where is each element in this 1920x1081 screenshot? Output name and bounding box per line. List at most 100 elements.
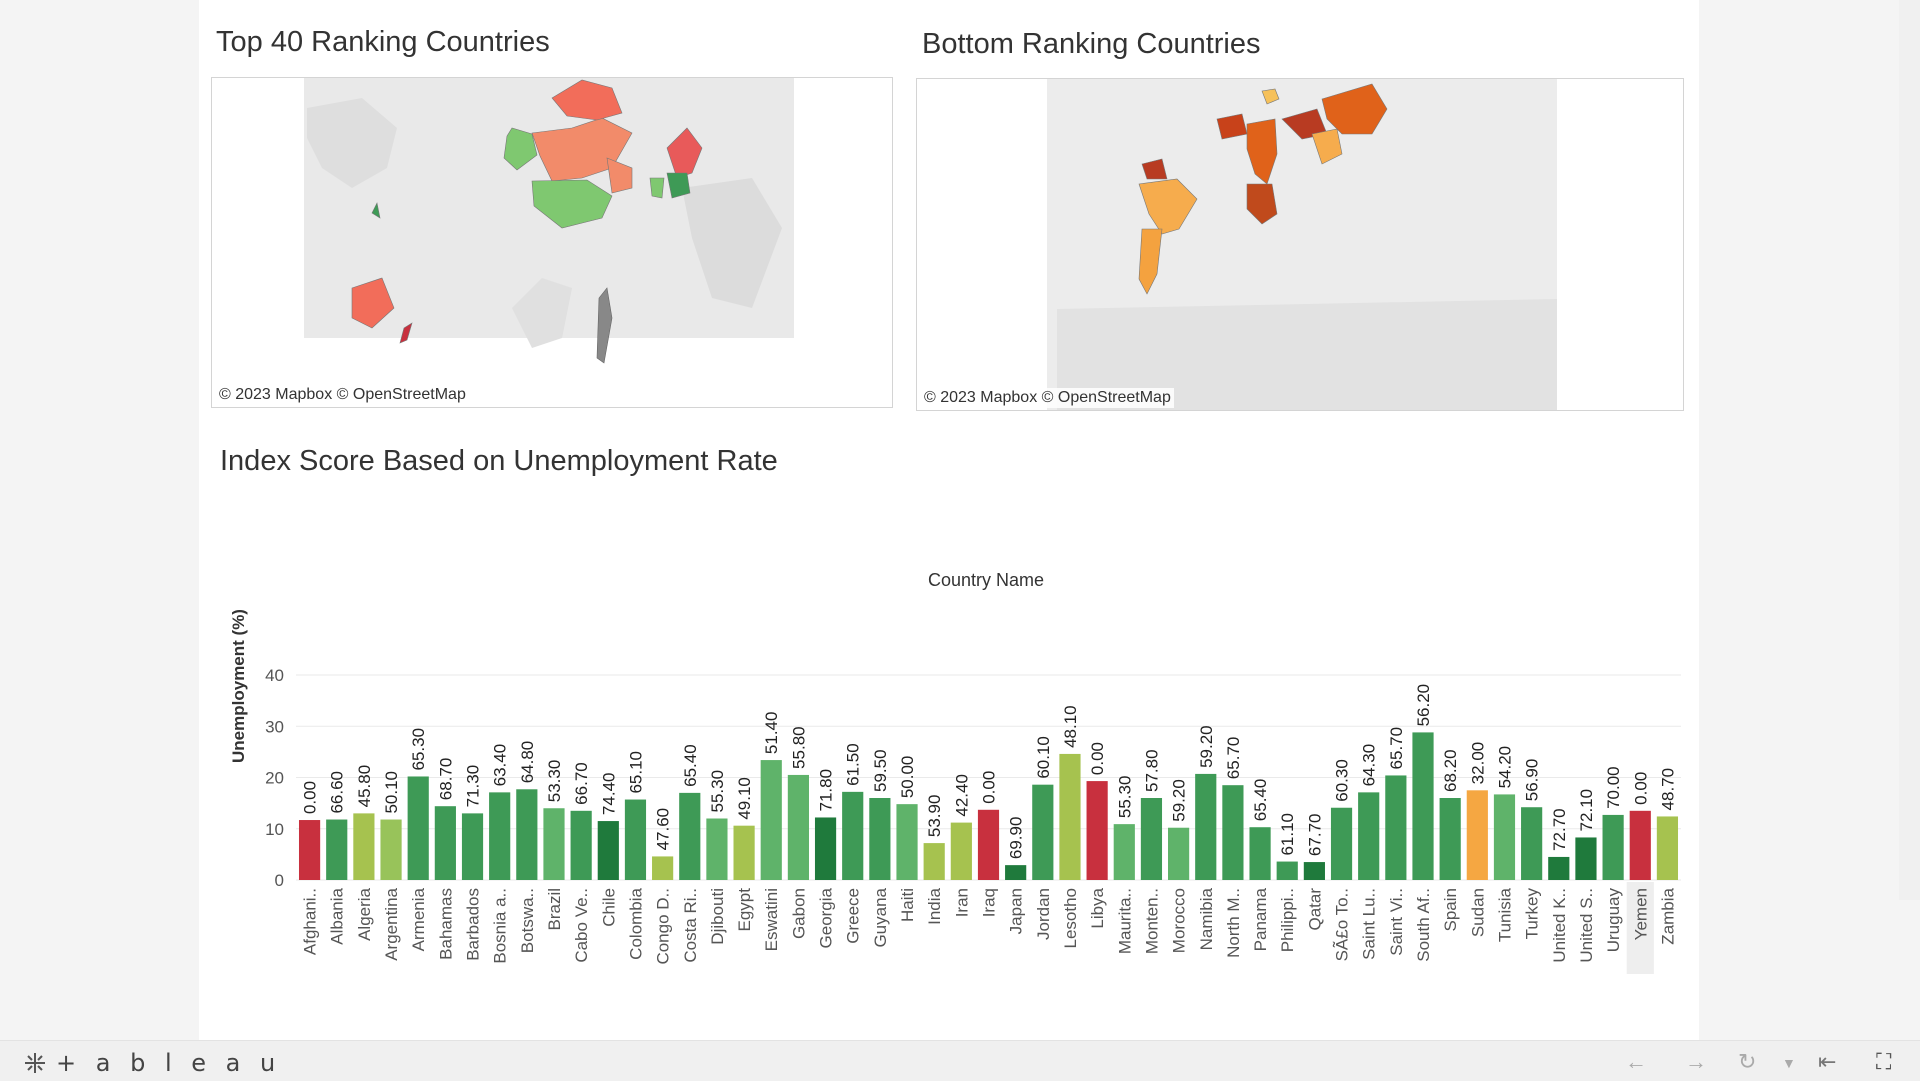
- value-label: 45.80: [355, 765, 374, 808]
- bar[interactable]: [353, 813, 375, 880]
- value-label: 56.20: [1414, 684, 1433, 727]
- x-tick-label: Barbados: [464, 888, 483, 961]
- bar[interactable]: [543, 808, 565, 880]
- bar[interactable]: [1439, 798, 1461, 880]
- bar[interactable]: [1059, 753, 1081, 880]
- value-label: 65.70: [1387, 727, 1406, 770]
- bar[interactable]: [434, 806, 456, 880]
- region-new-zealand: [399, 322, 413, 344]
- bar[interactable]: [1493, 794, 1516, 880]
- value-label: 50.10: [382, 771, 401, 814]
- bar[interactable]: [706, 818, 728, 881]
- bar[interactable]: [760, 760, 782, 880]
- bar[interactable]: [1276, 861, 1298, 880]
- revert-icon[interactable]: ↻: [1738, 1049, 1757, 1074]
- tableau-logo[interactable]: + a b l e a u: [22, 1049, 281, 1077]
- arrow-right-icon[interactable]: →: [1685, 1049, 1707, 1074]
- value-label: 74.40: [599, 773, 618, 816]
- arrow-left-icon[interactable]: ←: [1625, 1049, 1647, 1074]
- bar[interactable]: [814, 817, 837, 880]
- bar[interactable]: [380, 819, 402, 880]
- x-tick-label: Sudan: [1468, 888, 1487, 937]
- bar[interactable]: [489, 792, 511, 880]
- region-japan: [371, 202, 381, 219]
- bar[interactable]: [1032, 784, 1054, 880]
- tableau-wordmark: + a b l e a u: [56, 1049, 282, 1077]
- x-tick-label: Qatar: [1305, 888, 1324, 931]
- top-ranking-map[interactable]: © 2023 Mapbox © OpenStreetMap: [211, 77, 893, 408]
- bar[interactable]: [1656, 816, 1679, 880]
- bar[interactable]: [516, 789, 538, 880]
- x-tick-label: Japan: [1007, 888, 1026, 934]
- bar[interactable]: [842, 791, 864, 880]
- skip-to-start-icon[interactable]: ⇤: [1818, 1049, 1837, 1074]
- chevron-down-icon[interactable]: ▼: [1782, 1055, 1796, 1071]
- x-tick-label: Djibouti: [708, 888, 727, 945]
- value-label: 49.10: [735, 777, 754, 820]
- value-label: 65.70: [1224, 737, 1243, 780]
- bar[interactable]: [733, 825, 755, 880]
- vertical-scrollbar[interactable]: [1899, 0, 1920, 900]
- bar[interactable]: [1113, 824, 1135, 880]
- bar[interactable]: [977, 809, 1000, 880]
- bar[interactable]: [1303, 862, 1325, 880]
- bar[interactable]: [1005, 865, 1027, 880]
- value-label: 69.90: [1007, 817, 1026, 860]
- x-tick-label: India: [925, 887, 944, 924]
- fullscreen-icon[interactable]: ⛶: [1876, 1049, 1892, 1074]
- bar[interactable]: [869, 798, 891, 880]
- unemployment-bar-chart[interactable]: Country Name Unemployment (%) 010203040 …: [199, 440, 1699, 1000]
- value-label: 60.30: [1333, 759, 1352, 802]
- bar[interactable]: [787, 774, 809, 880]
- bar[interactable]: [1385, 775, 1407, 880]
- value-label: 0.00: [301, 781, 320, 814]
- bar[interactable]: [1412, 732, 1434, 880]
- x-tick-label: Guyana: [871, 887, 890, 947]
- value-label: 71.30: [464, 765, 483, 808]
- bar[interactable]: [679, 792, 701, 880]
- value-label: 55.80: [789, 726, 808, 769]
- bar[interactable]: [1521, 807, 1543, 880]
- bar[interactable]: [1575, 837, 1597, 880]
- bar[interactable]: [1195, 773, 1217, 880]
- x-tick-label: Bahamas: [436, 888, 455, 960]
- bar[interactable]: [1086, 781, 1108, 880]
- x-tick-label: SÃ£o To..: [1333, 888, 1352, 961]
- value-label: 55.30: [1115, 776, 1134, 819]
- bar[interactable]: [652, 856, 674, 880]
- bar[interactable]: [1602, 814, 1624, 880]
- value-label: 71.80: [817, 769, 836, 812]
- bar[interactable]: [407, 776, 429, 880]
- bar[interactable]: [1140, 798, 1163, 880]
- bar[interactable]: [923, 843, 945, 880]
- bar[interactable]: [1629, 810, 1651, 880]
- bar[interactable]: [298, 820, 321, 880]
- bar[interactable]: [461, 813, 484, 880]
- bars: [298, 732, 1679, 881]
- bar[interactable]: [1330, 807, 1353, 880]
- bar[interactable]: [1358, 792, 1380, 880]
- bar[interactable]: [1168, 827, 1190, 880]
- x-tick-label: Saint Vi..: [1387, 888, 1406, 956]
- bar[interactable]: [624, 799, 647, 880]
- x-tick-label: Philippi..: [1278, 888, 1297, 952]
- x-tick-label: Haiti: [898, 888, 917, 922]
- region-china: [1321, 83, 1388, 135]
- region-alaska: [503, 127, 538, 171]
- bar[interactable]: [896, 804, 918, 880]
- bar[interactable]: [570, 810, 592, 880]
- top-map-svg: [304, 78, 794, 364]
- x-tick-label: Yemen: [1631, 888, 1650, 940]
- bar[interactable]: [326, 819, 348, 880]
- bar[interactable]: [1466, 790, 1488, 880]
- bar[interactable]: [1222, 785, 1244, 880]
- bar[interactable]: [1548, 856, 1570, 880]
- value-label: 50.00: [898, 756, 917, 799]
- bar[interactable]: [950, 822, 972, 880]
- value-label: 59.20: [1170, 779, 1189, 822]
- value-label: 56.90: [1523, 759, 1542, 802]
- bar[interactable]: [597, 821, 619, 880]
- value-label: 65.10: [626, 751, 645, 794]
- bar[interactable]: [1249, 827, 1271, 880]
- bottom-ranking-map[interactable]: © 2023 Mapbox © OpenStreetMap: [916, 78, 1684, 411]
